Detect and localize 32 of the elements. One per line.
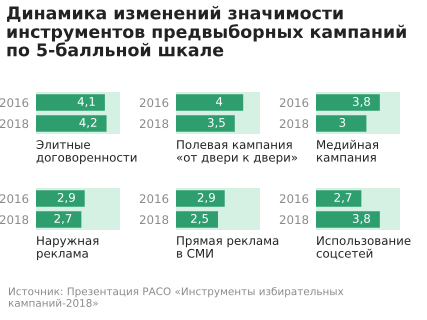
y-tick-label: 2018 — [0, 119, 28, 128]
data-label: 4,2 — [79, 118, 96, 128]
data-label: 2,7 — [334, 192, 352, 204]
data-label: 3,8 — [352, 214, 370, 224]
y-tick-label: 2018 — [0, 215, 28, 224]
x-axis-title: Использование соцсетей — [316, 236, 410, 260]
y-tick-label: 2016 — [140, 194, 168, 204]
x-axis-title: Элитные договоренности — [36, 140, 136, 164]
data-label: 2,9 — [58, 192, 75, 204]
data-label: 2,5 — [191, 214, 208, 224]
x-axis-title: Полевая кампания «от двери к двери» — [176, 140, 298, 164]
x-axis-title: Наружная реклама — [37, 236, 98, 260]
data-label: 4,1 — [78, 97, 95, 108]
data-label: 3,8 — [352, 96, 370, 108]
y-tick-label: 2018 — [280, 215, 308, 224]
data-label: 3,5 — [208, 118, 225, 128]
y-tick-label: 2016 — [140, 98, 168, 108]
data-label: 3 — [340, 118, 346, 127]
y-tick-label: 2016 — [0, 98, 28, 108]
y-tick-label: 2016 — [280, 194, 308, 204]
y-tick-label: 2016 — [0, 194, 28, 204]
y-tick-label: 2016 — [280, 98, 308, 108]
data-label: 4 — [216, 97, 222, 106]
y-tick-label: 2018 — [140, 215, 168, 224]
text: Динамика изменений значимости инструментов предвыборных кампаний по 5-балльной шкале — [7, 6, 406, 56]
text: Источник: Презентация РАСО «Инструменты избирательных кампаний-2018» — [8, 287, 344, 307]
data-label: 2,9 — [198, 192, 215, 204]
y-tick-label: 2018 — [280, 119, 308, 128]
x-axis-title: Медийная кампания — [317, 140, 378, 162]
x-axis-title: Прямая реклама в СМИ — [177, 236, 278, 258]
data-label: 2,7 — [54, 214, 72, 224]
y-tick-label: 2018 — [140, 119, 168, 128]
